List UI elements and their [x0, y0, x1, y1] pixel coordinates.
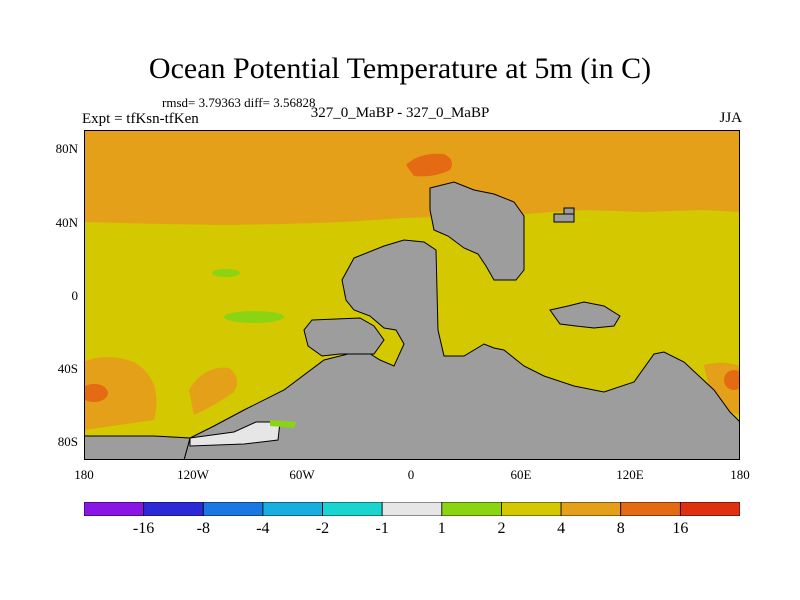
ocean-band-1-2-patch: [270, 420, 296, 428]
colorbar-label: -4: [256, 520, 270, 537]
ocean-band-8-16-south: [84, 384, 108, 402]
experiment-label: Expt = tfKsn-tfKen: [82, 111, 199, 127]
lat-label: 80S: [57, 434, 78, 449]
colorbar-swatch: [441, 501, 502, 517]
lon-label: 60W: [289, 467, 315, 482]
map-frame: [84, 130, 740, 460]
colorbar-label: 16: [672, 520, 689, 537]
lon-label: 180: [74, 467, 94, 482]
ocean-band-4-8-south: [84, 357, 157, 430]
colorbar-label: -2: [315, 520, 330, 537]
lon-label: 0: [407, 467, 415, 482]
land-continent: [183, 239, 740, 460]
colorbar-swatch: [381, 501, 443, 517]
colorbar-label: 4: [557, 520, 566, 537]
land-island: [553, 213, 575, 223]
land-north: [429, 181, 525, 281]
land-east: [549, 301, 621, 329]
colorbar-label: -16: [132, 520, 155, 537]
lon-label: 120W: [177, 467, 209, 482]
ocean-band-8-16-south: [724, 370, 740, 390]
colorbar-label: -1: [375, 520, 389, 537]
colorbar-swatch: [620, 501, 681, 517]
lon-label: 120E: [616, 467, 644, 482]
map-svg: [84, 130, 740, 460]
colorbar-swatch: [143, 501, 204, 517]
season-label: JJA: [719, 110, 742, 126]
colorbar-swatch: [679, 501, 741, 517]
lat-label: 80N: [55, 141, 78, 156]
colorbar-svg: [83, 501, 741, 517]
lon-label: 60E: [510, 467, 532, 482]
plot-title: Ocean Potential Temperature at 5m (in C): [148, 52, 652, 85]
lat-label: 40S: [57, 361, 78, 376]
colorbar-label: 1: [437, 520, 446, 537]
ocean-band-1-2-patch: [224, 311, 284, 323]
ocean-band-neg1-1-patch: [189, 421, 281, 447]
lat-label: 40N: [55, 215, 78, 230]
colorbar: [83, 501, 741, 517]
colorbar-label: 8: [616, 520, 625, 537]
colorbar-swatch: [560, 501, 622, 517]
lat-label: 0: [71, 288, 79, 303]
map-panel: [84, 130, 740, 460]
colorbar-swatch: [322, 501, 383, 517]
colorbar-swatch: [262, 501, 323, 517]
ocean-band-4-8-north: [84, 130, 740, 225]
colorbar-label: -8: [196, 520, 210, 537]
stats-label: rmsd= 3.79363 diff= 3.56828: [162, 95, 316, 110]
ocean-band-8-16-arctic: [406, 153, 452, 177]
colorbar-swatch: [501, 501, 562, 517]
comparison-label: 327_0_MaBP - 327_0_MaBP: [310, 105, 490, 121]
land-island: [563, 207, 575, 215]
ocean-band-4-8-south: [189, 367, 238, 415]
land-peninsula: [303, 317, 385, 357]
colorbar-label: 2: [497, 520, 506, 537]
colorbar-swatch: [83, 501, 145, 517]
colorbar-swatch: [202, 501, 264, 517]
lon-label: 180: [730, 467, 750, 482]
land-antarctic-edge: [84, 435, 191, 460]
ocean-band-1-2-patch: [212, 269, 240, 277]
